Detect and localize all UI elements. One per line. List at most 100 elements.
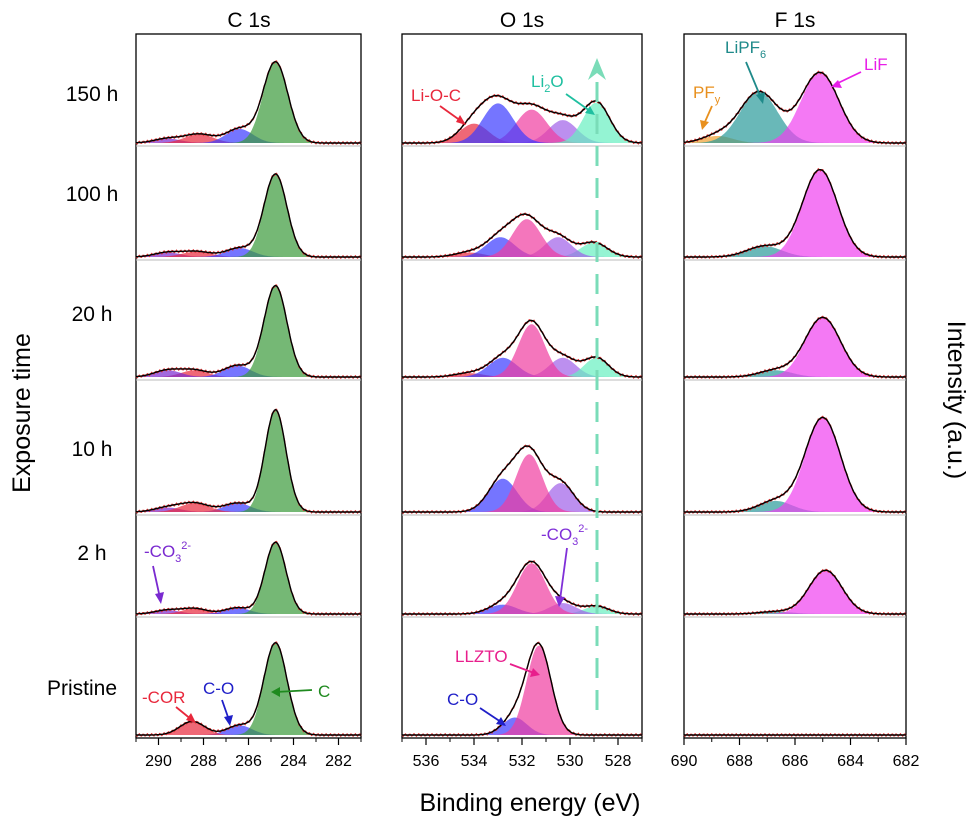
o1s-envelope-100h [402, 213, 642, 258]
c1s-co3-label: -CO32- [144, 540, 191, 565]
c1s-tick-label-290: 290 [145, 753, 172, 770]
o1s-co-label: C-O [447, 690, 478, 709]
o1s-title: O 1s [500, 9, 544, 32]
c1s-envelope-pristine [136, 641, 361, 736]
o1s-peak-lioc-20h [402, 373, 642, 377]
c1s-peak-c-150h [136, 62, 361, 143]
c1s-peak-co-10h [136, 503, 361, 512]
c1s-title: C 1s [227, 9, 270, 32]
o1s-peak-lioc-150h [402, 123, 642, 143]
row-label-2h: 2 h [77, 542, 106, 565]
f1s-lipf6-arrowhead [756, 92, 765, 104]
f1s-tick-label-686: 686 [782, 753, 809, 770]
f1s-tick-label-688: 688 [726, 753, 753, 770]
c1s-c-label: C [318, 682, 330, 701]
x-axis-label: Binding energy (eV) [420, 789, 641, 817]
c1s-cor-arrowhead [186, 713, 196, 723]
c1s-peak-cor-100h [136, 251, 361, 257]
o1s-envelope-10h [402, 445, 642, 513]
f1s-peak-lif-20h [684, 317, 906, 377]
f1s-envelope-150h [683, 71, 906, 144]
o1s-envelope-pristine [402, 642, 642, 736]
c1s-tick-label-282: 282 [325, 753, 352, 770]
o1s-peak-llzto-20h [402, 324, 642, 377]
o1s-peak-lioc-100h [402, 252, 642, 257]
f1s-peak-lif-10h [684, 417, 906, 512]
c1s-co-label: C-O [203, 679, 234, 698]
y-axis-label: Exposure time [8, 333, 36, 493]
row-label-10h: 10 h [72, 438, 113, 461]
f1s-title: F 1s [775, 9, 816, 32]
f1s-lipf6-label: LiPF6 [725, 38, 766, 61]
f1s-peak-lipf6-150h [684, 92, 906, 143]
o1s-tick-label-534: 534 [461, 753, 488, 770]
o1s-tick-label-530: 530 [557, 753, 584, 770]
c1s-envelope-100h [136, 173, 361, 258]
f1s-peak-lif-150h [684, 72, 906, 143]
f1s-lipf6-arrow [745, 61, 762, 99]
c1s-peak-c-10h [136, 409, 361, 512]
o1s-llzto-arrowhead [530, 668, 540, 677]
o1s-envelope-150h [402, 94, 642, 144]
c1s-co3-arrow [152, 565, 161, 599]
c1s-peak-cor-150h [136, 134, 361, 143]
c1s-co-arrowhead [224, 715, 233, 726]
c1s-raw-spectrum-100h [135, 172, 362, 260]
c1s-tick-label-286: 286 [235, 753, 262, 770]
o1s-co-arrowhead [496, 717, 506, 726]
c1s-envelope-150h [136, 60, 361, 144]
li2o-arrowhead [588, 58, 606, 80]
o1s-llzto-label: LLZTO [455, 647, 508, 666]
row-label-100h: 100 h [66, 183, 119, 206]
o1s-peak-co32-2h [402, 603, 642, 614]
f1s-pfy-label: PFy [693, 83, 721, 106]
o1s-peak-llzto-10h [402, 454, 642, 512]
row-label-150h: 150 h [66, 83, 119, 106]
f1s-envelope-10h [684, 416, 906, 513]
o1s-lioc-label: Li-O-C [411, 86, 461, 105]
o1s-co3-arrow [559, 547, 568, 601]
c1s-peak-cor-pristine [136, 721, 361, 735]
c1s-tick-label-288: 288 [190, 753, 217, 770]
c1s-cor-label: -COR [142, 688, 185, 707]
o1s-li2o-arrow [565, 93, 591, 112]
o1s-peak-llzto-100h [402, 219, 642, 257]
c1s-envelope-2h [136, 541, 361, 615]
c1s-envelope-10h [136, 408, 361, 513]
o1s-li2o-arrowhead [585, 106, 595, 115]
o1s-peak-llzto-150h [402, 109, 642, 143]
c1s-c-arrow [275, 689, 313, 693]
o1s-co3-label: -CO32- [541, 523, 588, 548]
o1s-tick-label-532: 532 [509, 753, 536, 770]
f1s-peak-lif-2h [684, 570, 906, 614]
f1s-tick-label-690: 690 [671, 753, 698, 770]
f1s-lif-label: LiF [864, 55, 888, 74]
c1s-peak-cor-20h [136, 370, 361, 377]
o1s-envelope-20h [402, 319, 642, 378]
f1s-envelope-2h [684, 569, 906, 615]
o1s-peak-llzto-pristine [402, 645, 642, 735]
f1s-envelope-20h [684, 316, 906, 378]
c1s-co3-arrowhead [155, 592, 164, 604]
o1s-co-arrow [479, 707, 502, 723]
f1s-tick-label-684: 684 [837, 753, 864, 770]
c1s-peak-cor-10h [136, 503, 361, 512]
o1s-tick-label-528: 528 [605, 753, 632, 770]
o1s-li2o-label: Li2O [531, 72, 564, 95]
o1s-envelope-2h [402, 560, 642, 615]
f1s-pfy-arrowhead [700, 120, 709, 130]
f1s-peak-lif-100h [684, 169, 906, 257]
c1s-peak-co-20h [136, 365, 361, 377]
f1s-envelope-100h [684, 169, 906, 258]
c1s-envelope-20h [135, 284, 361, 378]
c1s-peak-cor-2h [136, 608, 361, 614]
c1s-raw-spectrum-20h [135, 284, 362, 380]
row-label-pristine: Pristine [47, 677, 117, 700]
c1s-peak-co32-20h [136, 370, 361, 377]
o1s-tick-label-536: 536 [413, 753, 440, 770]
c1s-raw-spectrum-10h [135, 408, 362, 515]
o1s-llzto-arrow [509, 663, 535, 674]
f1s-peak-lipf6-100h [684, 246, 906, 257]
row-label-20h: 20 h [72, 303, 113, 326]
